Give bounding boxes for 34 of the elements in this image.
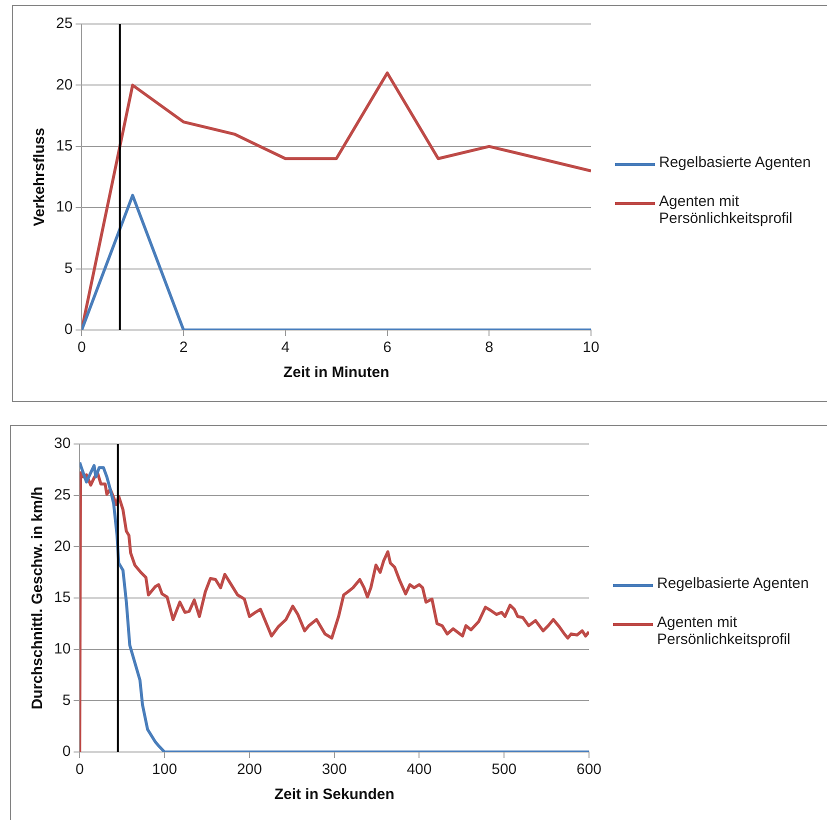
legend-label: Agenten mit Persönlichkeitsprofil (659, 193, 794, 228)
y-tick-label: 20 (54, 538, 71, 555)
y-tick-label: 30 (54, 435, 71, 452)
y-tick-label: 5 (62, 692, 71, 709)
legend-label: Regelbasierte Agenten (657, 574, 809, 592)
x-axis-title: Zeit in Minuten (283, 364, 390, 382)
y-tick-label: 20 (56, 76, 73, 94)
x-axis-title: Zeit in Sekunden (274, 786, 394, 804)
y-tick-label: 15 (54, 589, 71, 606)
y-tick-label: 5 (64, 260, 73, 277)
x-tick-label: 100 (152, 761, 178, 778)
y-tick-label: 10 (56, 198, 73, 216)
x-tick-label: 8 (484, 339, 494, 356)
x-tick-label: 600 (576, 761, 602, 778)
x-tick-label: 200 (236, 761, 262, 778)
y-axis-title: Durchschnittl. Geschw. in km/h (29, 486, 46, 710)
y-tick-label: 25 (54, 486, 71, 504)
x-tick-label: 6 (383, 339, 392, 356)
y-tick-label: 25 (56, 15, 73, 32)
y-tick-label: 0 (64, 321, 73, 338)
x-tick-label: 300 (322, 761, 347, 778)
legend-label: Agenten mit Persönlichkeitsprofil (657, 614, 792, 648)
x-tick-label: 10 (582, 339, 600, 356)
x-tick-label: 2 (179, 339, 188, 356)
y-axis-title: Verkehrsfluss (31, 128, 48, 226)
x-tick-label: 500 (492, 761, 517, 778)
y-tick-label: 15 (56, 138, 73, 155)
y-tick-label: 0 (62, 743, 71, 760)
x-tick-label: 400 (406, 761, 432, 778)
y-tick-label: 10 (54, 640, 71, 658)
x-tick-label: 0 (78, 339, 86, 356)
x-tick-label: 4 (281, 339, 290, 356)
x-tick-label: 0 (76, 761, 84, 778)
legend-label: Regelbasierte Agenten (659, 154, 811, 172)
